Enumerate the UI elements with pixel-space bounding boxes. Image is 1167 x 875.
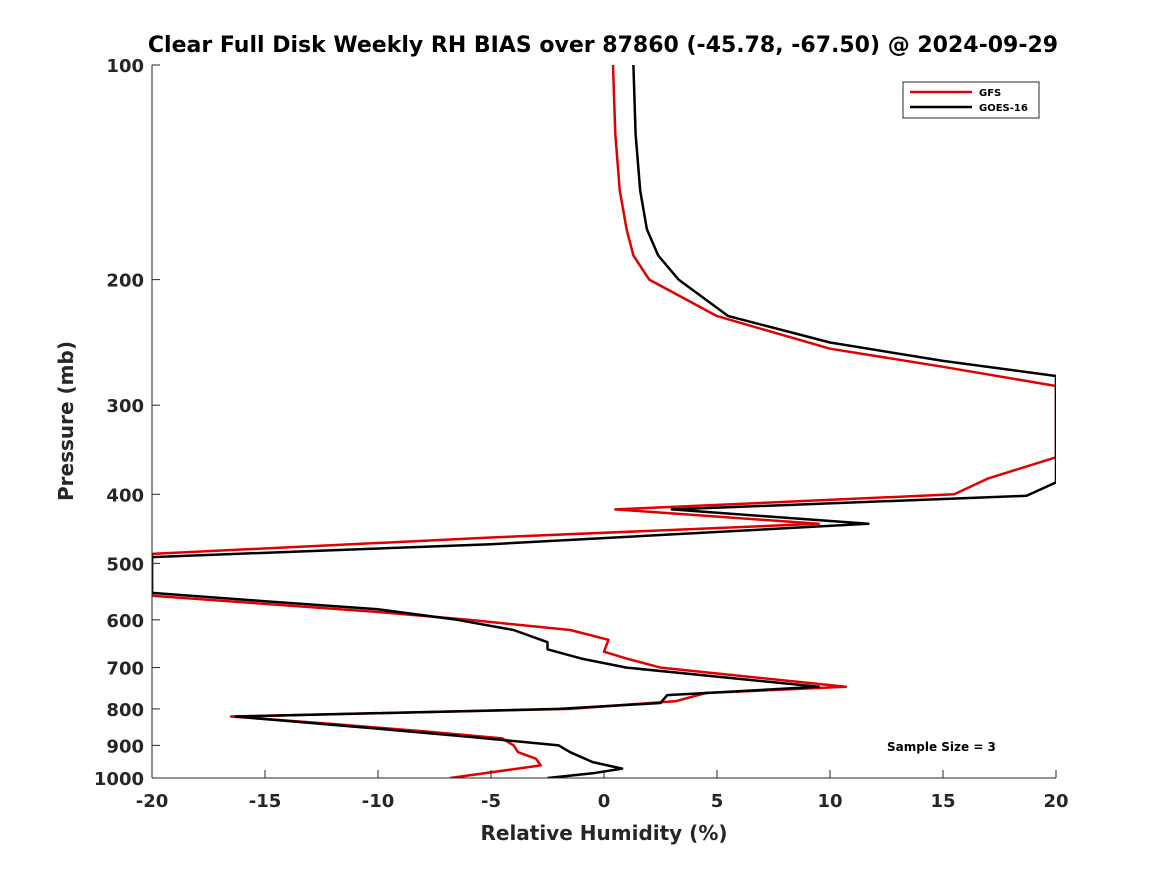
y-tick-label: 800 [106,700,144,721]
y-tick-label: 700 [106,659,144,680]
y-tick-label: 1000 [94,769,144,790]
y-tick-label: 100 [106,56,144,77]
x-tick-label: 10 [817,791,842,812]
y-tick-label: 400 [106,485,144,506]
plot-background [152,65,1056,778]
legend-label-goes16: GOES-16 [979,103,1028,114]
y-tick-label: 600 [106,611,144,632]
x-tick-label: -5 [481,791,501,812]
x-axis-label: Relative Humidity (%) [480,821,727,845]
series-line-goes16 [152,65,1056,778]
series-layer [152,65,1056,778]
y-axis-label: Pressure (mb) [54,341,78,501]
y-ticks: 100 200 300 400 500 600 700 800 900 1000 [94,56,160,790]
sample-size-annotation: Sample Size = 3 [887,740,996,754]
x-tick-label: 5 [711,791,724,812]
legend: GFS GOES-16 [902,81,1040,119]
y-tick-label: 500 [106,554,144,575]
y-tick-label: 200 [106,271,144,292]
y-tick-label: 900 [106,736,144,757]
chart-title: Clear Full Disk Weekly RH BIAS over 8786… [148,33,1058,58]
x-tick-label: -15 [249,791,282,812]
x-tick-label: -20 [136,791,169,812]
y-tick-label: 300 [106,396,144,417]
x-tick-label: 20 [1043,791,1068,812]
x-tick-label: 15 [930,791,955,812]
x-tick-label: 0 [598,791,611,812]
x-ticks: -20 -15 -10 -5 0 5 10 15 20 [136,770,1069,812]
legend-label-gfs: GFS [979,88,1001,99]
x-tick-label: -10 [362,791,395,812]
legend-box [902,81,1040,119]
plot-area [151,65,1056,779]
